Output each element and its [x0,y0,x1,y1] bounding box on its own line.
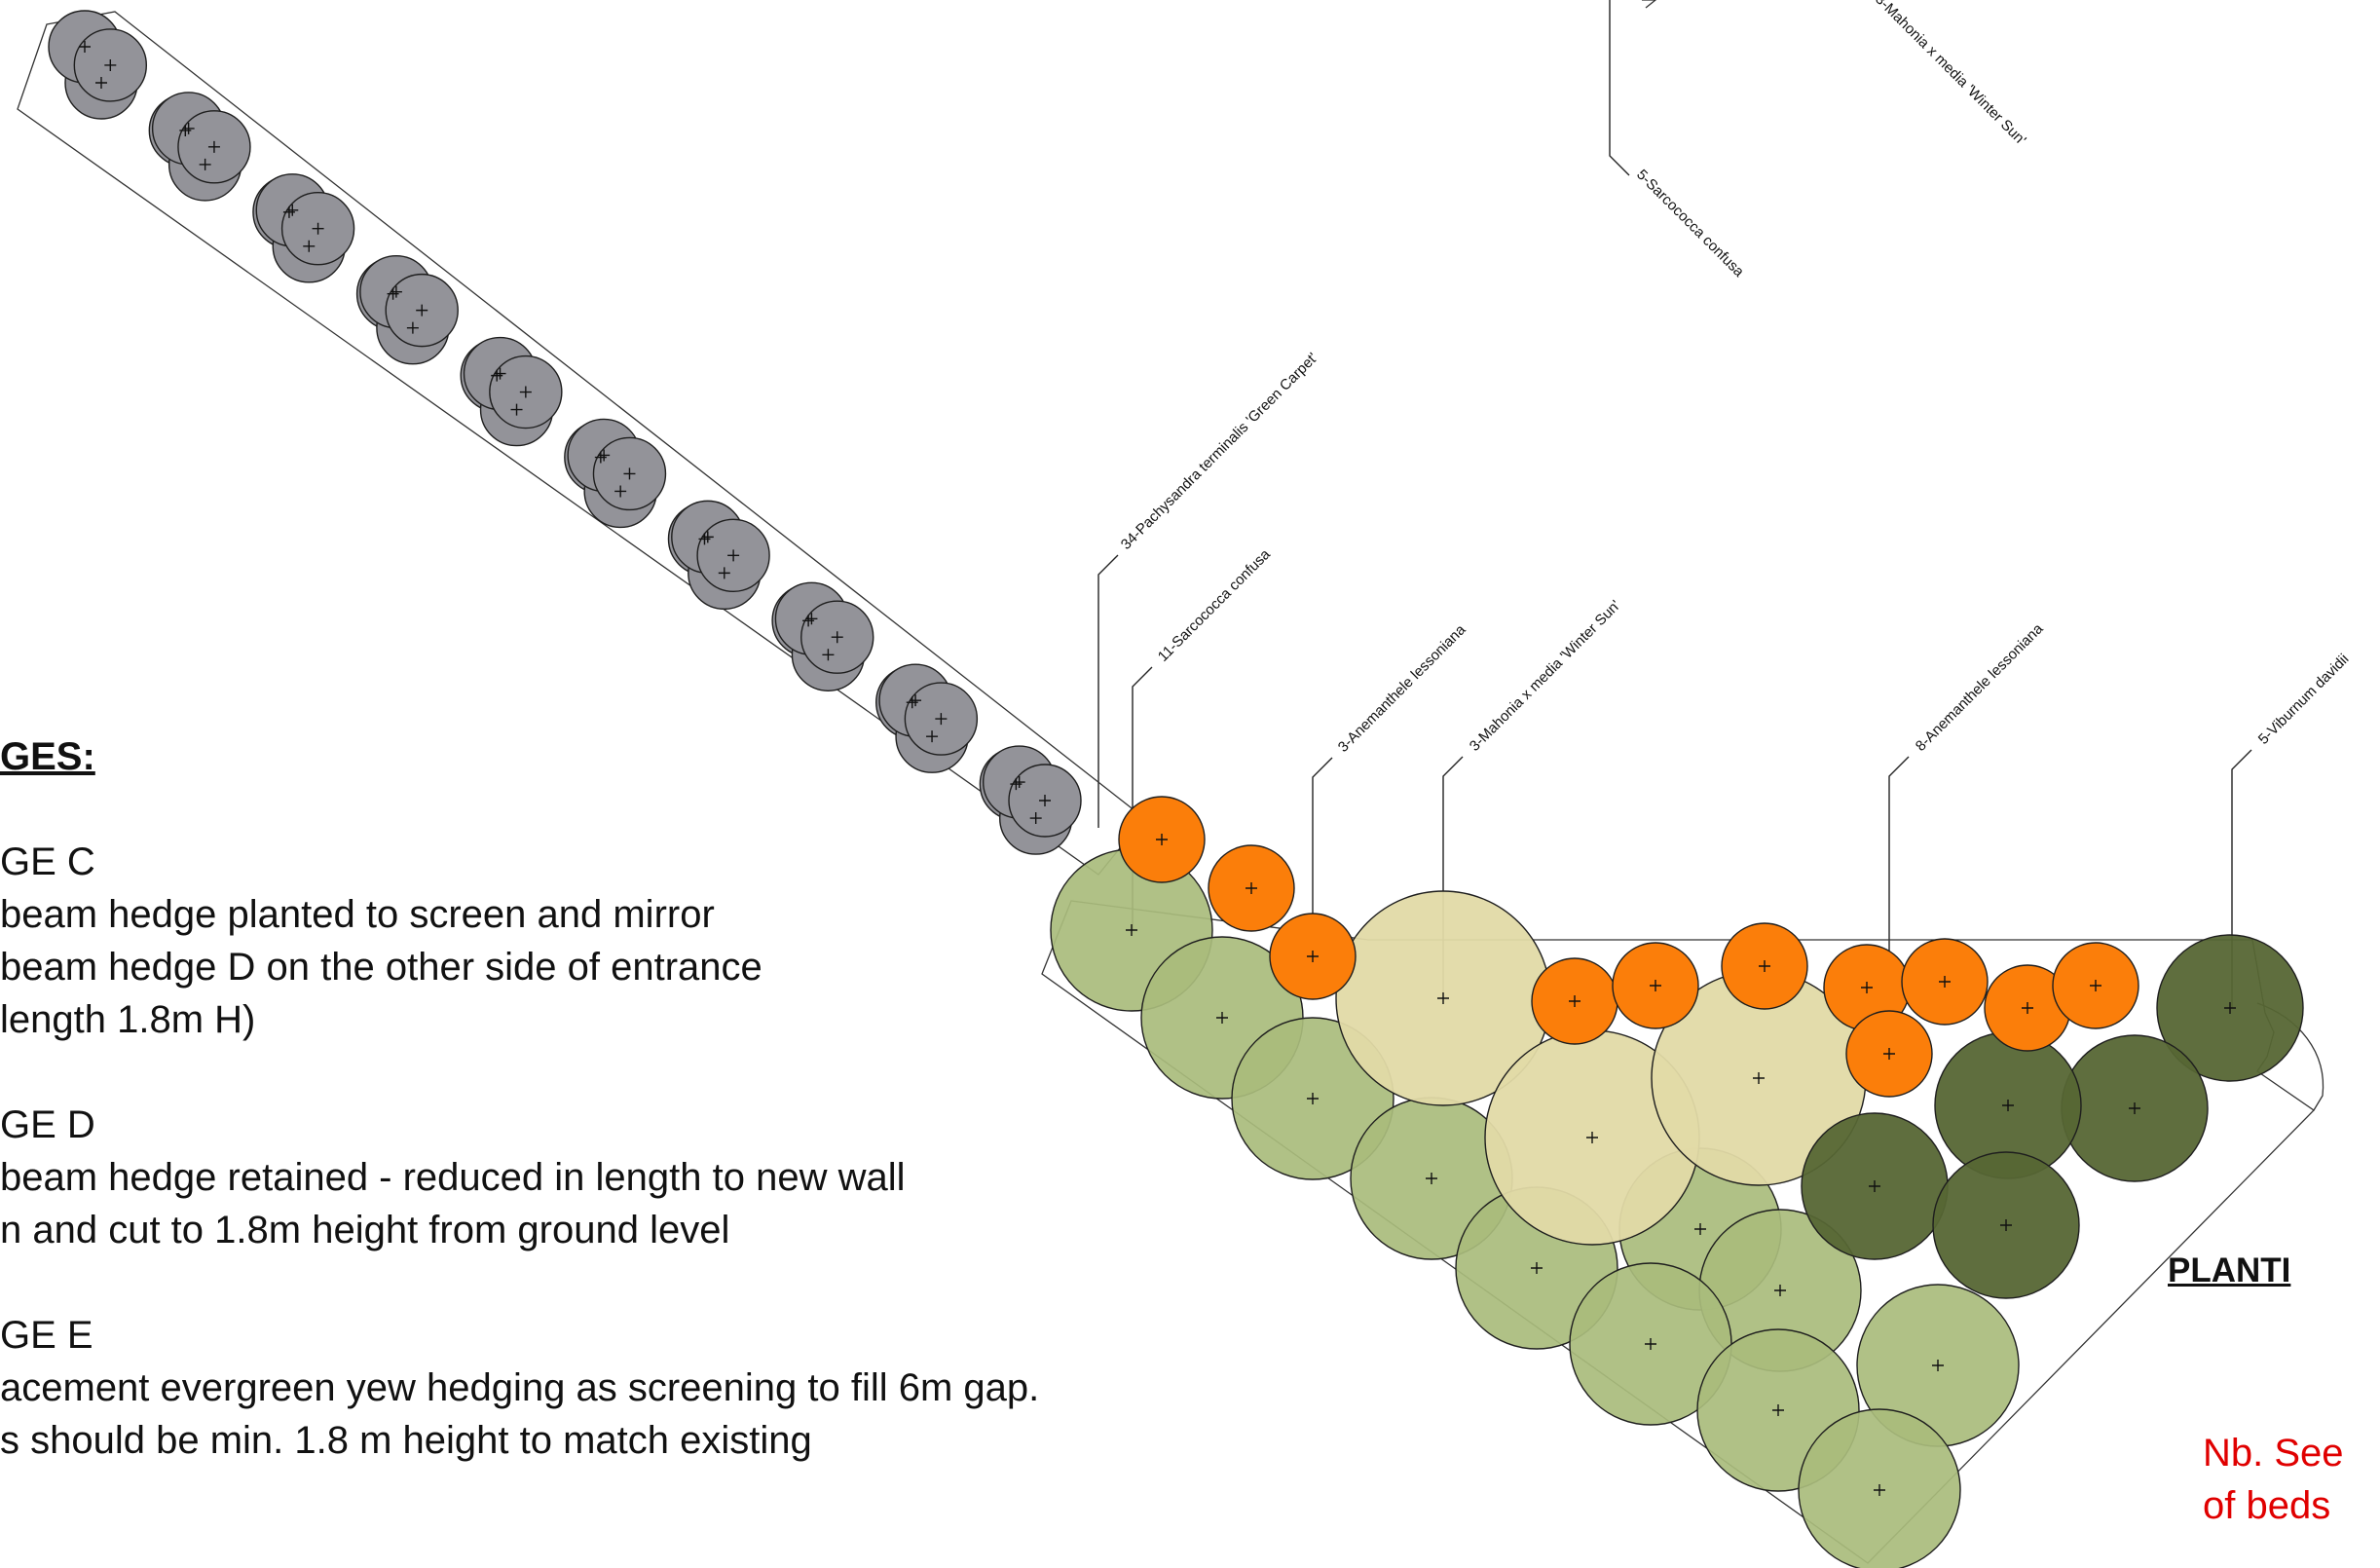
hedges-notes: GES: GE C beam hedge planted to screen a… [0,730,1285,1467]
top-bed-edge [1642,0,1655,8]
notes-heading: GES: [0,730,1285,783]
planting-note-line: of beds [2203,1479,2344,1532]
hedge-d-title: GE D [0,1099,1285,1151]
planting-note: Nb. See of beds [2203,1427,2344,1532]
plant-label: 5-Sarcococca confusa [1633,167,1747,280]
plant-label: 3-Mahonia x media 'Winter Sun' [1872,0,2029,149]
hedge-d-line: n and cut to 1.8m height from ground lev… [0,1204,1285,1256]
plant-labels: 34-Pachysandra terminalis 'Green Carpet'… [1118,0,2353,756]
hedge-e-title: GE E [0,1309,1285,1362]
leader-sarcococca-5 [1610,0,1629,175]
hedge-c-plants [49,11,1081,854]
spacer [0,1256,1285,1309]
spacer [0,1046,1285,1099]
plant-label: 5-Viburnum davidii [2255,651,2353,748]
plant-label: 3-Mahonia x media 'Winter Sun' [1467,597,1624,755]
hedge-c-line: beam hedge planted to screen and mirror [0,888,1285,941]
hedge-d-line: beam hedge retained - reduced in length … [0,1151,1285,1204]
hedge-e-line: s should be min. 1.8 m height to match e… [0,1414,1285,1467]
hedge-e-line: acement evergreen yew hedging as screeni… [0,1362,1285,1414]
plant-label: 8-Anemanthele lessoniana [1913,620,2047,755]
planting-heading: PLANTI [2168,1251,2290,1290]
plant-label: 34-Pachysandra terminalis 'Green Carpet' [1118,350,1321,553]
spacer [0,783,1285,836]
hedge-c-line: beam hedge D on the other side of entran… [0,941,1285,993]
planting-note-line: Nb. See [2203,1427,2344,1479]
hedge-c-line: length 1.8m H) [0,993,1285,1046]
hedge-c-title: GE C [0,836,1285,888]
plant-label: 11-Sarcococca confusa [1155,545,1275,665]
plant-label: 3-Anemanthele lessoniana [1335,621,1469,756]
